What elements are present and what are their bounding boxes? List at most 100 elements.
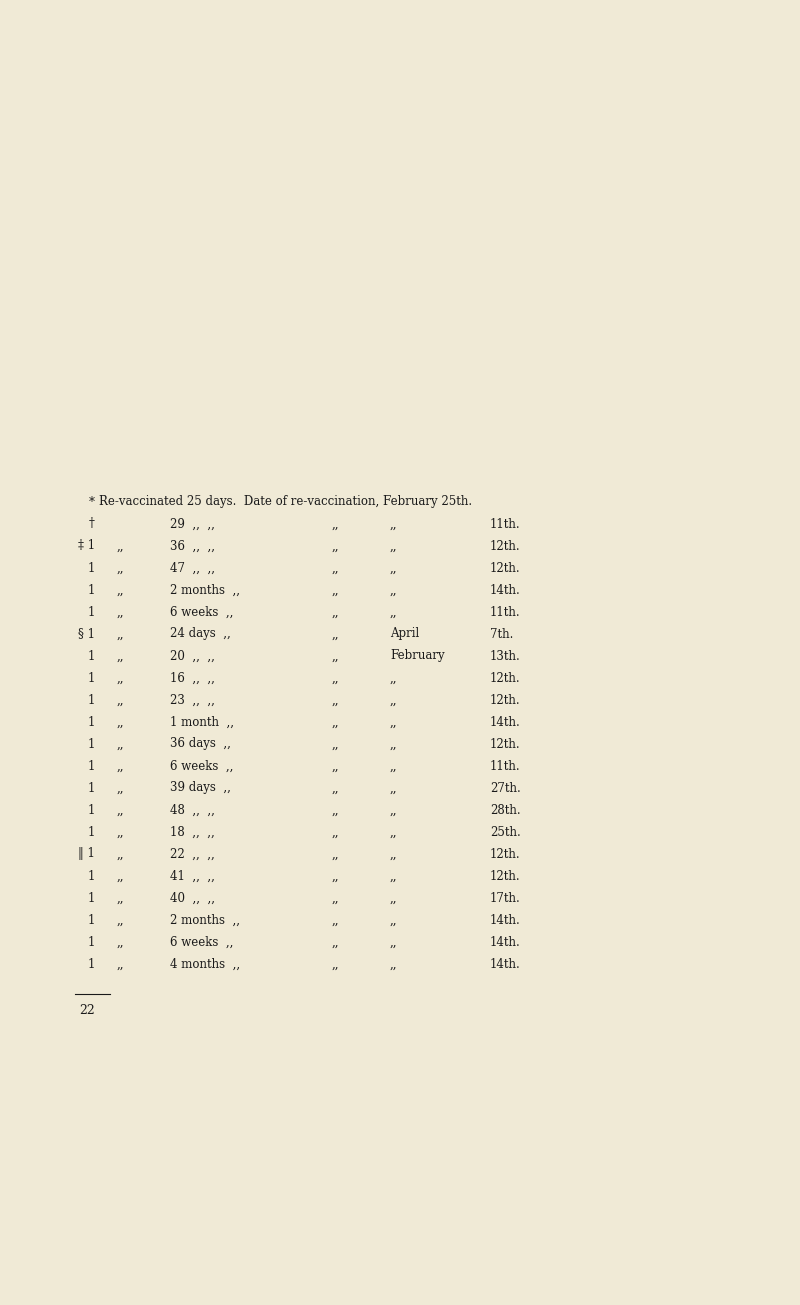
Text: ...: ... (541, 337, 552, 347)
Text: 14: 14 (571, 191, 586, 201)
Text: *: * (89, 496, 95, 509)
Text: 36 days  ,,: 36 days ,, (168, 737, 229, 750)
Text: 12th.: 12th. (490, 869, 521, 882)
Text: ,,: ,, (331, 936, 338, 949)
Text: 11th.: 11th. (490, 760, 521, 773)
Text: ,,: ,, (390, 958, 398, 971)
Text: 2: 2 (511, 337, 518, 347)
Text: ...: ... (688, 222, 699, 235)
Text: 14th.: 14th. (480, 958, 510, 971)
Text: 1: 1 (88, 693, 95, 706)
Text: 11th.: 11th. (480, 606, 510, 619)
Text: ...: ... (161, 299, 171, 309)
Text: 1: 1 (88, 561, 95, 574)
Text: 3: 3 (226, 191, 233, 201)
Text: ...: ... (446, 261, 457, 271)
Text: 2: 2 (738, 260, 746, 273)
Text: 6 weeks  ,,: 6 weeks ,, (168, 936, 231, 949)
Text: ,,: ,, (114, 650, 122, 663)
Text: 6 weeks  ,,: 6 weeks ,, (170, 936, 234, 949)
Text: ,,: ,, (390, 561, 398, 574)
Text: ...: ... (541, 412, 552, 423)
Text: ...: ... (573, 223, 583, 234)
Text: ,,: ,, (116, 737, 124, 750)
Text: ,,: ,, (326, 869, 334, 882)
Text: 2: 2 (416, 375, 423, 385)
Text: ..: .. (226, 412, 233, 423)
Text: 28th.: 28th. (490, 804, 521, 817)
Text: ...: ... (627, 411, 638, 424)
Text: 4: 4 (162, 375, 170, 385)
Bar (0, 0, 800, 508)
Text: 23  ,,  ,,: 23 ,, ,, (170, 693, 215, 706)
Text: ...: ... (161, 223, 171, 234)
Text: 12th.: 12th. (385, 561, 416, 574)
Text: 2: 2 (479, 299, 486, 309)
Text: 9¶: 9¶ (686, 373, 701, 386)
Text: 12th.: 12th. (385, 539, 416, 552)
Text: 1: 1 (88, 715, 95, 728)
Text: ...: ... (688, 298, 699, 311)
Text: § 1: § 1 (78, 628, 95, 641)
Text: 14th.: 14th. (490, 913, 521, 927)
Text: 6 weeks  ,,: 6 weeks ,, (170, 606, 234, 619)
Text: ...: ... (573, 299, 583, 309)
Text: 6: 6 (447, 450, 455, 463)
Text: 60 and over  ...: 60 and over ... (35, 411, 125, 424)
Text: ,,: ,, (326, 737, 334, 750)
Text: ...: ... (287, 375, 298, 385)
Text: 18  ,,  ,,: 18 ,, ,, (170, 826, 214, 839)
Text: ,,: ,, (331, 518, 338, 531)
Text: ,,: ,, (114, 539, 122, 552)
Text: 8: 8 (384, 191, 391, 201)
Text: ,,: ,, (116, 583, 124, 596)
Text: 1: 1 (88, 693, 95, 706)
Text: 20  ,,  ,,: 20 ,, ,, (170, 650, 215, 663)
Text: ,,: ,, (114, 672, 122, 685)
Text: ,,: ,, (326, 539, 334, 552)
Text: ‡ 1: ‡ 1 (78, 539, 95, 552)
Text: ...: ... (224, 450, 235, 463)
Text: 22  ,,  ,,: 22 ,, ,, (168, 847, 213, 860)
Text: ,,: ,, (114, 804, 122, 817)
Text: 12th.: 12th. (385, 869, 416, 882)
Text: ...: ... (161, 412, 171, 423)
Text: ,,: ,, (326, 628, 334, 641)
Text: ,,: ,, (331, 958, 338, 971)
Text: †: † (89, 518, 95, 531)
Text: ,,: ,, (331, 693, 338, 706)
Text: 1: 1 (88, 869, 95, 882)
Text: 1: 1 (162, 191, 170, 201)
Text: 1†: 1† (626, 260, 640, 273)
Text: ...: ... (573, 412, 583, 423)
Text: 11th.: 11th. (385, 518, 416, 531)
Text: ...: ... (319, 299, 330, 309)
Text: ,,: ,, (114, 583, 122, 596)
Text: ...: ... (478, 261, 488, 271)
Text: ,,: ,, (390, 847, 398, 860)
Text: ,,: ,, (114, 936, 122, 949)
Text: 41  ,,  ,,: 41 ,, ,, (170, 869, 215, 882)
Text: 3: 3 (258, 450, 265, 463)
Text: 24 days  ,,: 24 days ,, (170, 628, 230, 641)
Text: 11th.: 11th. (490, 518, 521, 531)
Text: 39 days  ,,: 39 days ,, (170, 782, 231, 795)
Text: 1: 1 (88, 936, 95, 949)
Text: 12th.: 12th. (490, 672, 521, 685)
Text: 12th.: 12th. (490, 737, 521, 750)
Text: ,,: ,, (331, 606, 338, 619)
Text: ...: ... (573, 337, 583, 347)
Text: 12th.: 12th. (385, 737, 416, 750)
Text: 12th.: 12th. (480, 869, 510, 882)
Text: 1: 1 (88, 936, 95, 949)
Text: 24 days  ,,: 24 days ,, (168, 628, 229, 641)
Text: ,,: ,, (116, 847, 124, 860)
Text: 25th.: 25th. (385, 826, 416, 839)
Text: ,,: ,, (116, 826, 124, 839)
Text: ...: ... (414, 412, 425, 423)
Text: 12th.: 12th. (480, 737, 510, 750)
Text: 11: 11 (476, 191, 490, 201)
Text: 4: 4 (321, 450, 328, 463)
Text: 20  ,,  ,,: 20 ,, ,, (168, 650, 213, 663)
Text: 22  ,,  ,,: 22 ,, ,, (170, 847, 214, 860)
